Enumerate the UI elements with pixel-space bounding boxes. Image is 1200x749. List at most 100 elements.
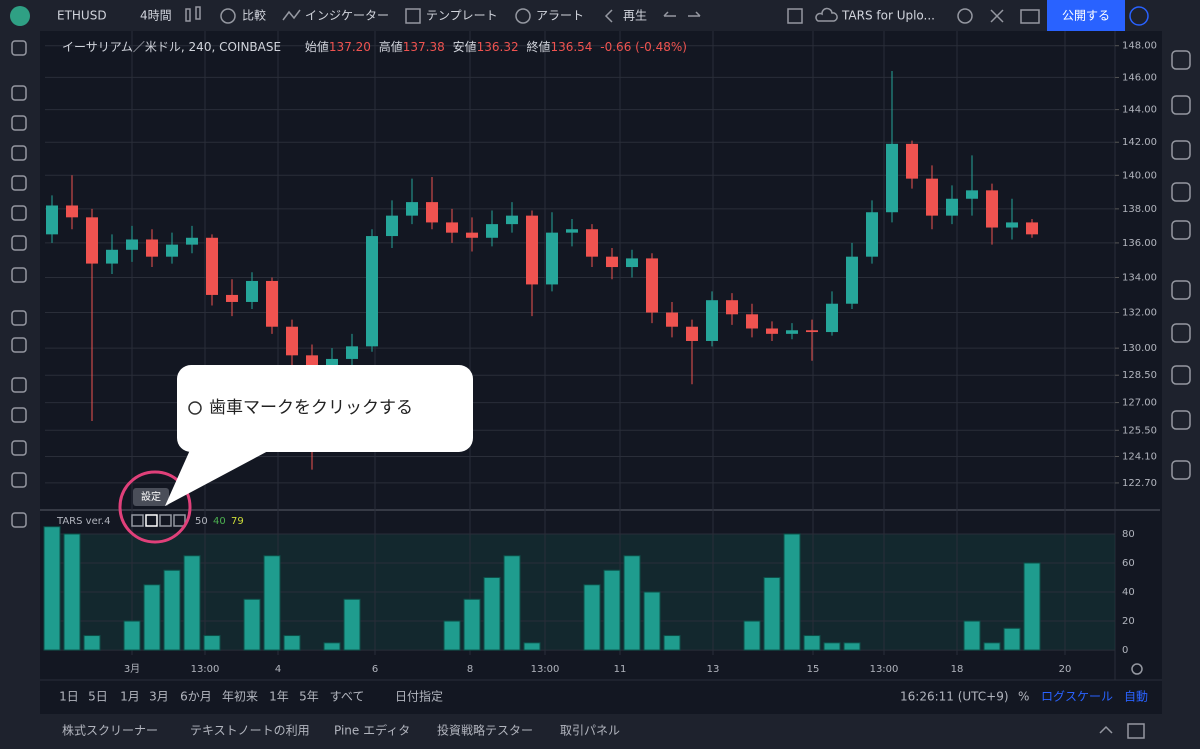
publish-label[interactable]: 公開する [1062, 9, 1110, 23]
sidebar-icon[interactable] [1171, 410, 1191, 430]
indicator-icon[interactable] [282, 9, 301, 21]
tool-icon[interactable] [11, 205, 27, 221]
range-button[interactable]: すべて [330, 690, 365, 704]
price-tick-label: 144.00 [1122, 105, 1157, 116]
range-button[interactable]: 1年 [269, 690, 289, 704]
publish-button[interactable] [1047, 0, 1125, 31]
price-tick-label: 125.50 [1122, 425, 1157, 436]
percent-toggle[interactable]: % [1018, 690, 1029, 704]
sidebar-icon[interactable] [1171, 220, 1191, 240]
template-icon[interactable] [405, 8, 421, 24]
fullscreen-icon[interactable] [990, 9, 1004, 23]
range-button[interactable]: 5日 [88, 690, 108, 704]
source-button[interactable] [159, 514, 172, 527]
sidebar-icon[interactable] [1171, 365, 1191, 385]
range-button[interactable]: 1月 [120, 690, 140, 704]
price-tick-label: 128.50 [1122, 370, 1157, 381]
tool-icon[interactable] [11, 85, 27, 101]
bottom-tab[interactable]: 投資戦略テスター [437, 723, 533, 738]
price-tick-label: 136.00 [1122, 238, 1157, 249]
bottom-tab[interactable]: 取引パネル [560, 724, 620, 738]
sidebar-icon[interactable] [1171, 323, 1191, 343]
candle-body [1006, 222, 1018, 228]
layout-name[interactable]: TARS for Uplo... [841, 9, 935, 23]
indicator-bar [663, 635, 681, 651]
snapshot-icon[interactable] [1020, 9, 1040, 24]
interval[interactable]: 4時間 [140, 9, 172, 23]
tool-icon[interactable] [11, 377, 27, 393]
auto-toggle[interactable]: 自動 [1124, 690, 1148, 704]
candle-body [286, 326, 298, 356]
candle-icon[interactable] [195, 6, 201, 20]
bottom-tab[interactable]: 株式スクリーナー [62, 723, 158, 738]
replay[interactable]: 再生 [623, 9, 647, 23]
tool-icon[interactable] [11, 40, 27, 56]
axis-settings[interactable] [1131, 663, 1143, 675]
change: -0.66 (-0.48%) [600, 40, 687, 54]
indicator-bar [783, 533, 801, 651]
tool-icon[interactable] [11, 115, 27, 131]
tool-icon[interactable] [11, 472, 27, 488]
maximize-icon[interactable] [1127, 723, 1145, 739]
range-button[interactable]: 5年 [299, 690, 319, 704]
undo-icon[interactable] [663, 11, 676, 17]
sidebar-icon[interactable] [1171, 182, 1191, 202]
candle-icon[interactable] [185, 8, 191, 22]
cloud-icon[interactable] [815, 7, 838, 22]
indicator-bar [643, 591, 661, 651]
range-button[interactable]: 3月 [149, 690, 169, 704]
range-button[interactable]: 6か月 [180, 690, 212, 704]
range-button[interactable]: 年初来 [222, 690, 258, 704]
tool-icon[interactable] [11, 235, 27, 251]
replay-icon[interactable] [604, 9, 613, 23]
tool-icon[interactable] [11, 440, 27, 456]
redo-icon[interactable] [688, 11, 701, 17]
logo[interactable] [10, 6, 30, 26]
symbol[interactable]: ETHUSD [57, 9, 107, 23]
templates[interactable]: テンプレート [426, 9, 498, 23]
tool-icon[interactable] [11, 267, 27, 283]
compare[interactable]: 比較 [242, 8, 266, 23]
bottom-tabs: 株式スクリーナー テキストノートの利用 Pine エディタ 投資戦略テスター 取引パネル [62, 723, 620, 738]
date-range[interactable]: 日付指定 [395, 689, 443, 704]
tool-icon[interactable] [11, 512, 27, 528]
alert[interactable]: アラート [536, 9, 584, 23]
candle-body [966, 190, 978, 199]
play-icon[interactable] [1129, 6, 1149, 26]
visibility-button[interactable] [131, 514, 144, 527]
high-label: 高値 [379, 39, 403, 54]
bottom-tab[interactable]: Pine エディタ [334, 723, 410, 738]
indicator-bar [743, 620, 761, 651]
settings-button[interactable] [145, 514, 158, 527]
sidebar-icon[interactable] [1171, 140, 1191, 160]
highlight-circle [118, 470, 192, 544]
candle-body [326, 358, 338, 370]
indicator-bar [463, 598, 481, 651]
indicator-bar [63, 533, 81, 651]
tool-icon[interactable] [11, 145, 27, 161]
sidebar-icon[interactable] [1171, 50, 1191, 70]
time-label: 20 [1059, 664, 1072, 675]
sidebar-icon[interactable] [1171, 95, 1191, 115]
log-toggle[interactable]: ログスケール [1041, 690, 1113, 704]
sidebar-icon[interactable] [1171, 280, 1191, 300]
bottom-tab[interactable]: テキストノートの利用 [190, 724, 310, 738]
remove-button[interactable] [173, 514, 186, 527]
collapse-icon[interactable] [1099, 725, 1113, 734]
sidebar-icon[interactable] [1171, 460, 1191, 480]
tool-icon[interactable] [11, 407, 27, 423]
indicator-tick-label: 40 [1122, 587, 1135, 598]
layout-icon[interactable] [787, 8, 803, 24]
tool-icon[interactable] [11, 175, 27, 191]
range-button[interactable]: 1日 [59, 690, 79, 704]
candle-body [406, 202, 418, 216]
tool-icon[interactable] [11, 310, 27, 326]
settings-icon[interactable] [957, 8, 973, 24]
indicator-bar [983, 642, 1001, 651]
alert-icon[interactable] [515, 8, 531, 24]
compare-icon[interactable] [220, 8, 236, 24]
candle-body [806, 330, 818, 333]
indicators[interactable]: インジケーター [305, 9, 389, 23]
tool-icon[interactable] [11, 337, 27, 353]
time-label: 13:00 [870, 664, 899, 675]
